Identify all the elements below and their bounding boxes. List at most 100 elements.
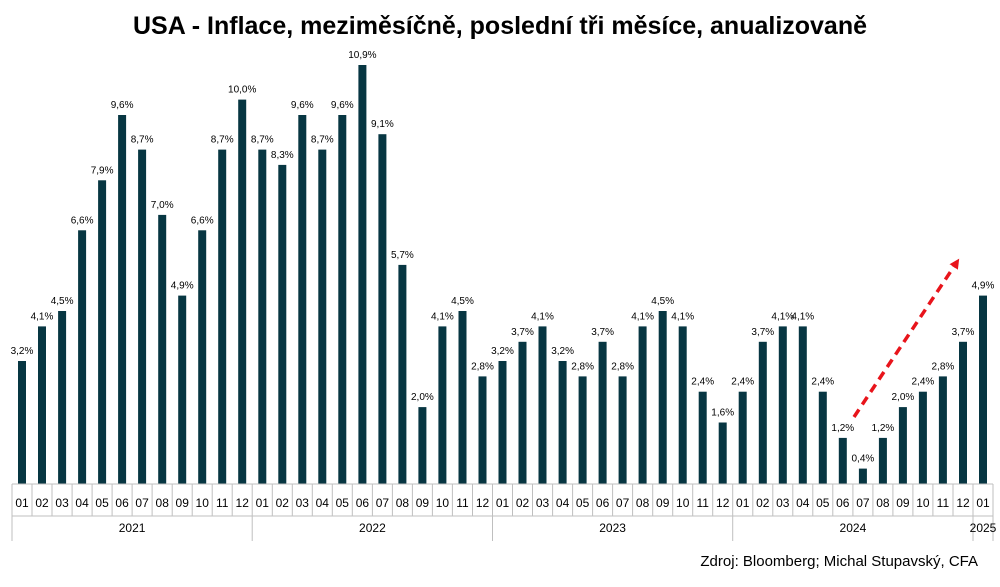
data-labels-layer: 3,2% 4,1% 4,5% 6,6% 7,9% 9,6% 8,7% 7,0% 4,9% 6,6%…	[11, 50, 995, 465]
bar-36	[738, 391, 747, 484]
data-label-15: 8,7%	[311, 135, 334, 146]
data-label-1: 4,1%	[31, 311, 54, 322]
data-label-40: 2,4%	[811, 377, 834, 388]
bar-17	[358, 65, 367, 484]
data-label-6: 8,7%	[131, 135, 154, 146]
bar-22	[458, 311, 467, 484]
month-tick-label-0: 01	[15, 496, 29, 510]
data-label-0: 3,2%	[11, 346, 34, 357]
month-tick-label-25: 02	[516, 496, 530, 510]
data-label-28: 2,8%	[571, 361, 594, 372]
data-label-35: 1,6%	[711, 408, 734, 419]
bar-10	[218, 149, 227, 484]
data-label-23: 2,8%	[471, 361, 494, 372]
data-label-21: 4,1%	[431, 311, 454, 322]
month-tick-label-9: 10	[196, 496, 210, 510]
year-label-2021: 2021	[119, 521, 146, 535]
data-label-39: 4,1%	[791, 311, 814, 322]
data-label-8: 4,9%	[171, 281, 194, 292]
bar-30	[618, 376, 627, 484]
bar-38	[778, 326, 787, 484]
month-tick-label-42: 07	[856, 496, 870, 510]
data-label-20: 2,0%	[411, 392, 434, 403]
data-label-17: 10,9%	[348, 50, 376, 61]
data-label-5: 9,6%	[111, 100, 134, 111]
data-label-41: 1,2%	[831, 423, 854, 434]
month-tick-label-16: 05	[336, 496, 350, 510]
month-tick-label-33: 10	[676, 496, 690, 510]
bar-44	[898, 407, 907, 484]
bar-48	[979, 295, 987, 484]
bar-29	[598, 341, 607, 484]
data-label-18: 9,1%	[371, 119, 394, 130]
year-label-2022: 2022	[359, 521, 386, 535]
month-tick-label-24: 01	[496, 496, 510, 510]
data-label-29: 3,7%	[591, 327, 614, 338]
month-tick-label-26: 03	[536, 496, 550, 510]
data-label-7: 7,0%	[151, 200, 174, 211]
month-tick-label-27: 04	[556, 496, 570, 510]
bar-3	[78, 230, 87, 484]
bar-12	[258, 149, 267, 484]
bar-5	[118, 115, 127, 484]
bar-16	[338, 115, 347, 484]
month-tick-label-29: 06	[596, 496, 610, 510]
data-label-37: 3,7%	[751, 327, 774, 338]
data-label-19: 5,7%	[391, 250, 414, 261]
month-tick-label-37: 02	[756, 496, 770, 510]
data-label-4: 7,9%	[91, 165, 114, 176]
data-label-32: 4,5%	[651, 296, 674, 307]
year-label-2024: 2024	[840, 521, 867, 535]
month-tick-label-1: 02	[35, 496, 49, 510]
month-tick-label-8: 09	[176, 496, 190, 510]
data-label-14: 9,6%	[291, 100, 314, 111]
data-label-43: 1,2%	[872, 423, 895, 434]
bar-11	[238, 99, 247, 484]
data-label-36: 2,4%	[731, 377, 754, 388]
bar-33	[678, 326, 687, 484]
data-label-47: 3,7%	[952, 327, 975, 338]
bar-47	[959, 341, 967, 484]
month-tick-label-39: 04	[796, 496, 810, 510]
month-tick-label-35: 12	[716, 496, 730, 510]
month-tick-label-10: 11	[216, 496, 229, 510]
data-label-33: 4,1%	[671, 311, 694, 322]
data-label-22: 4,5%	[451, 296, 474, 307]
month-tick-label-22: 11	[456, 496, 469, 510]
month-tick-label-20: 09	[416, 496, 430, 510]
bar-19	[398, 264, 407, 484]
chart-title: USA - Inflace, meziměsíčně, poslední tři…	[132, 12, 868, 40]
data-label-2: 4,5%	[51, 296, 74, 307]
bar-42	[858, 468, 867, 484]
data-label-45: 2,4%	[912, 377, 935, 388]
data-label-48: 4,9%	[972, 281, 995, 292]
data-label-12: 8,7%	[251, 135, 274, 146]
month-tick-label-41: 06	[836, 496, 850, 510]
data-label-16: 9,6%	[331, 100, 354, 111]
bar-26	[538, 326, 547, 484]
bar-13	[278, 164, 287, 484]
bar-23	[478, 376, 487, 484]
month-tick-label-12: 01	[256, 496, 270, 510]
data-label-27: 3,2%	[551, 346, 574, 357]
month-tick-label-45: 10	[916, 496, 930, 510]
month-tick-label-11: 12	[236, 496, 250, 510]
bar-27	[558, 361, 567, 484]
month-tick-label-40: 05	[816, 496, 830, 510]
bar-25	[518, 341, 527, 484]
bar-9	[198, 230, 207, 484]
bar-8	[178, 295, 187, 484]
month-tick-label-36: 01	[736, 496, 750, 510]
bar-18	[378, 134, 387, 484]
month-tick-label-4: 05	[95, 496, 109, 510]
bar-15	[318, 149, 327, 484]
data-label-13: 8,3%	[271, 150, 294, 161]
bar-34	[698, 391, 707, 484]
data-label-24: 3,2%	[491, 346, 514, 357]
month-tick-label-17: 06	[356, 496, 370, 510]
source-note: Zdroj: Bloomberg; Michal Stupavský, CFA	[700, 553, 978, 570]
month-tick-label-32: 09	[656, 496, 670, 510]
data-label-46: 2,8%	[932, 361, 955, 372]
x-axis: 01 02 03 04 05 06 07 08 09 10 11 12 01 02 03 04 05 06 07 08…	[11, 483, 997, 541]
month-tick-label-7: 08	[156, 496, 170, 510]
